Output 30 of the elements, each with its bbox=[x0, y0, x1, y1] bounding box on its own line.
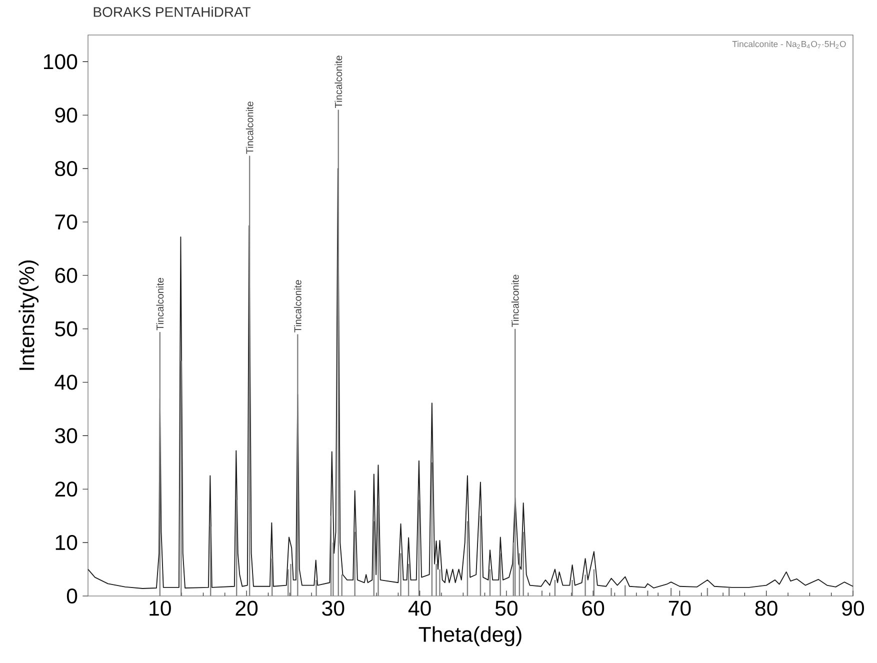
y-tick-label: 50 bbox=[55, 321, 78, 336]
y-axis-title: Intensity(%) bbox=[18, 260, 39, 370]
x-tick-label: 40 bbox=[408, 600, 431, 616]
y-tick-label: 10 bbox=[56, 535, 78, 550]
y-tick-label: 90 bbox=[55, 108, 78, 123]
x-tick-label: 50 bbox=[495, 600, 518, 616]
y-tick-label: 100 bbox=[44, 54, 78, 70]
y-tick-label: 0 bbox=[66, 588, 78, 604]
text: Tincalconite - Na$_{2}$B$_{4}$O$_{7}$·5H$_{2}$O bbox=[732, 40, 846, 48]
x-tick-label: 20 bbox=[236, 600, 258, 616]
x-tick-label: 10 bbox=[150, 600, 171, 616]
annotation: Tincalconite bbox=[294, 280, 302, 332]
y-tick-label: 20 bbox=[55, 482, 78, 497]
y-tick-label: 60 bbox=[55, 268, 78, 283]
annotation: Tincalconite bbox=[334, 56, 342, 108]
y-tick-label: 40 bbox=[54, 374, 78, 390]
y-tick-label: 80 bbox=[55, 161, 78, 176]
annotation: Tincalconite bbox=[511, 274, 519, 328]
x-tick-label: 70 bbox=[668, 600, 691, 616]
line-series bbox=[88, 168, 854, 589]
x-tick-label: 80 bbox=[755, 600, 778, 616]
y-tick-label: 30 bbox=[55, 428, 78, 444]
x-tick-label: 30 bbox=[322, 600, 344, 616]
x-tick-label: 90 bbox=[842, 600, 864, 616]
annotation: Tincalconite bbox=[156, 278, 164, 330]
x-axis-title: Theta(deg) bbox=[418, 626, 522, 646]
x-tick-label: 60 bbox=[582, 600, 604, 616]
chart-title: BORAKS PENTAHiDRAT bbox=[94, 6, 251, 17]
y-tick-label: 70 bbox=[55, 214, 78, 230]
annotation: Tincalconite bbox=[246, 102, 254, 154]
